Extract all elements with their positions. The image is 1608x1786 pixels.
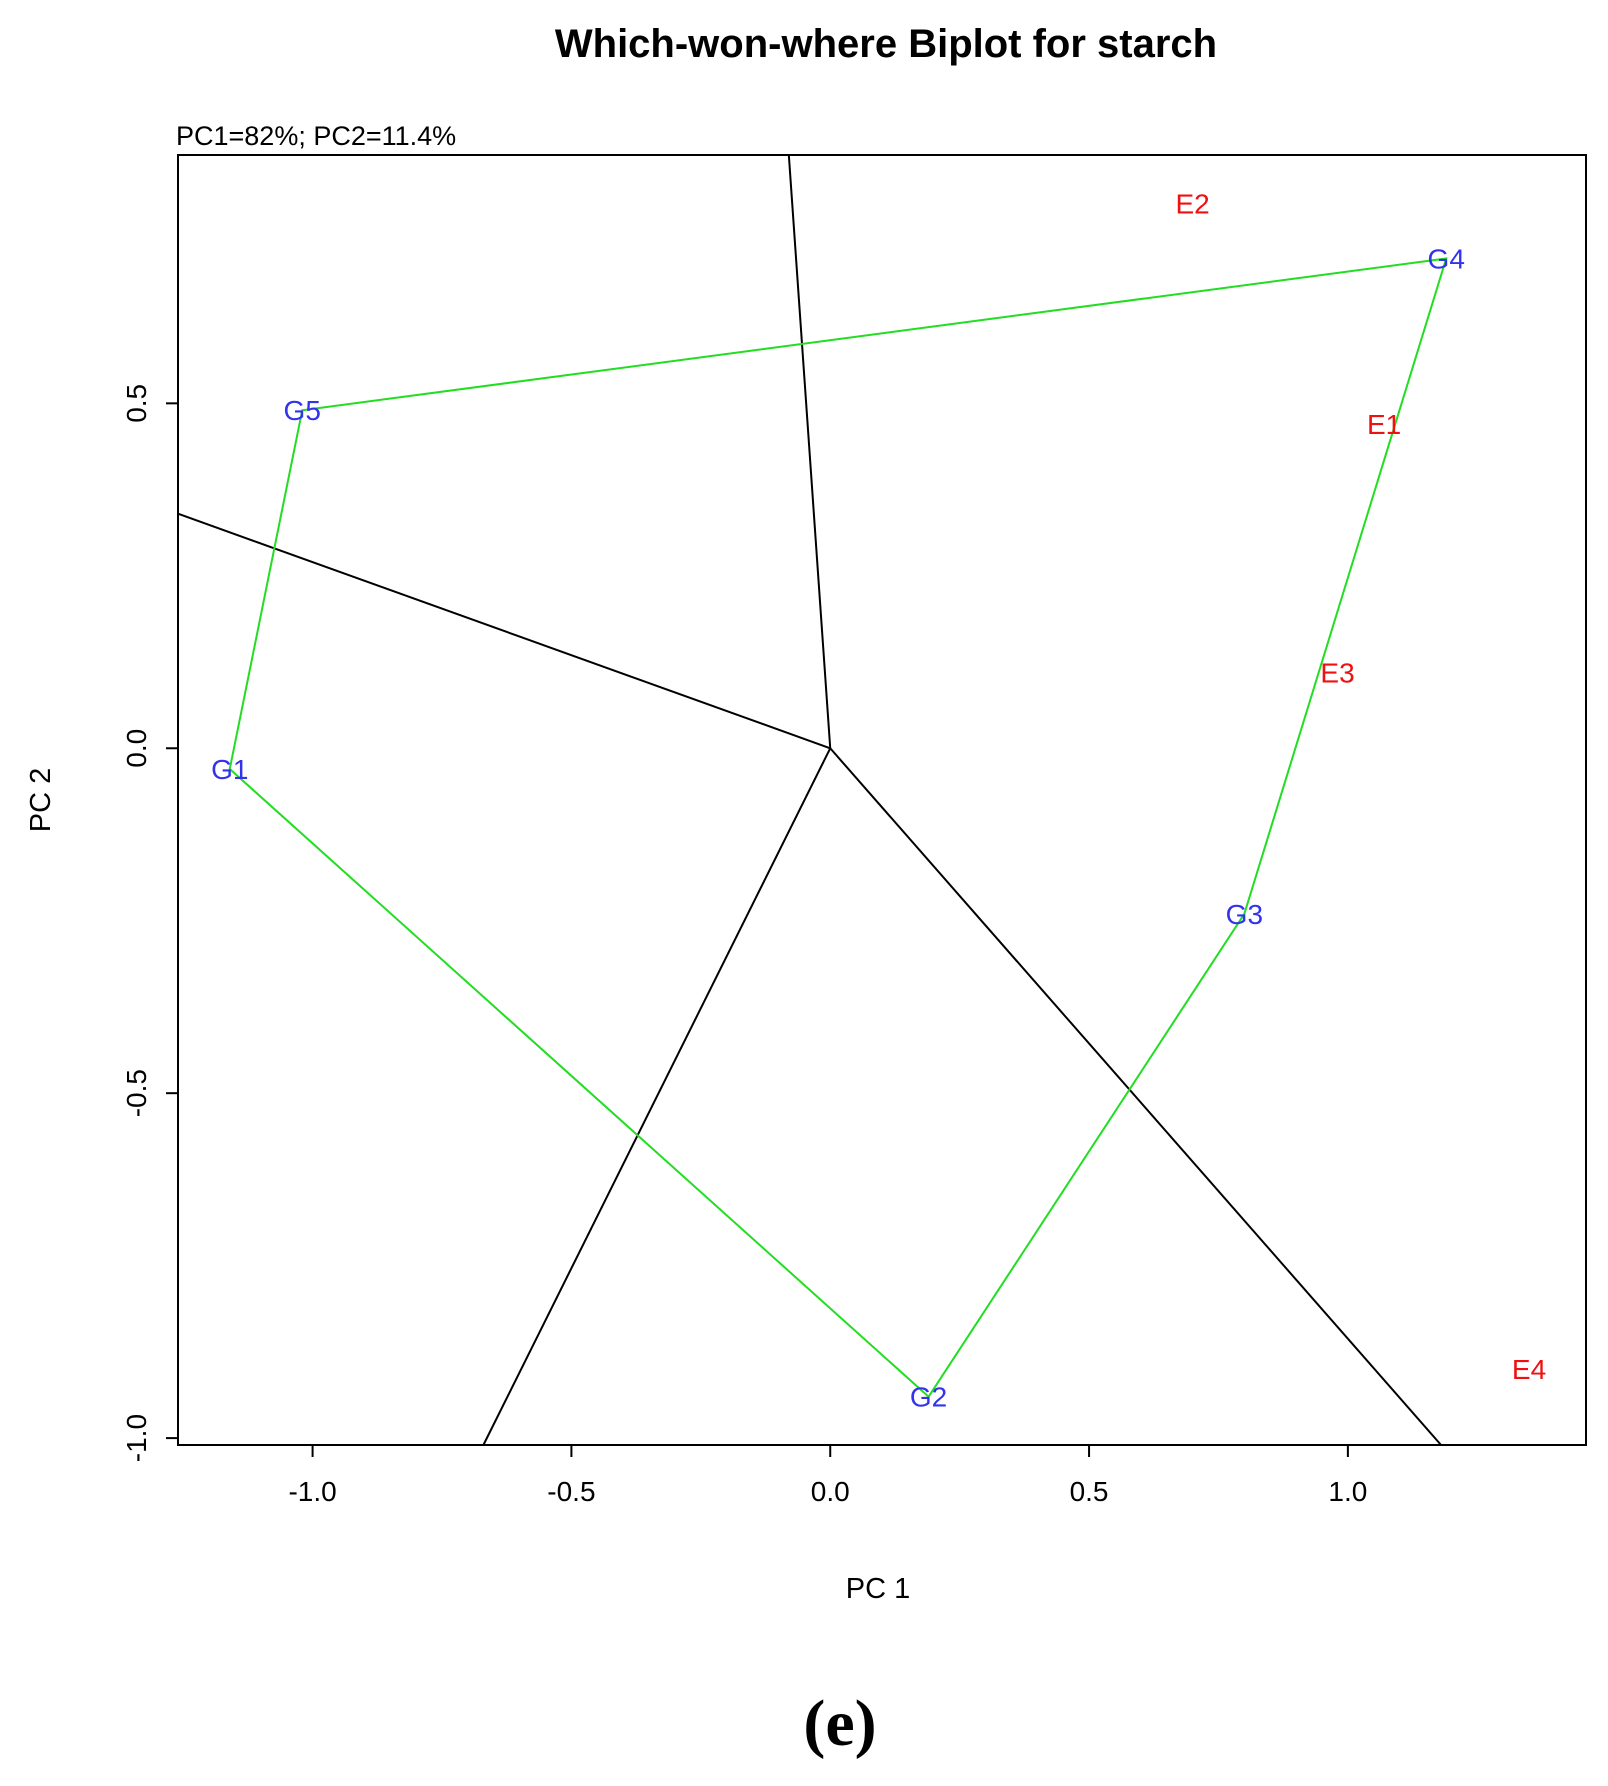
environment-label-e3: E3 <box>1320 657 1354 688</box>
x-tick-label: -0.5 <box>547 1476 595 1507</box>
x-axis-label: PC 1 <box>846 1573 910 1605</box>
genotype-label-g4: G4 <box>1428 243 1465 274</box>
polygon-hull <box>228 257 1448 1399</box>
environment-label-e4: E4 <box>1512 1354 1546 1385</box>
x-axis: -1.0 -0.5 0.0 0.5 1.0 <box>288 1445 1367 1507</box>
environment-label-e2: E2 <box>1175 188 1209 219</box>
sector-ray-3 <box>482 747 832 1446</box>
chart-title: Which-won-where Biplot for starch <box>555 22 1217 66</box>
y-tick-label: -0.5 <box>121 1069 152 1117</box>
x-tick-label: -1.0 <box>288 1476 336 1507</box>
panel-label: (e) <box>803 1687 876 1760</box>
plot-frame <box>177 154 1587 1446</box>
sector-ray-4 <box>829 747 1442 1446</box>
genotype-label-g5: G5 <box>284 395 321 426</box>
y-tick-label: -1.0 <box>121 1414 152 1462</box>
sector-ray-1 <box>787 154 832 749</box>
genotype-label-g2: G2 <box>910 1382 947 1413</box>
x-tick-label: 0.0 <box>811 1476 850 1507</box>
y-axis-label: PC 2 <box>25 768 57 832</box>
plot-area: G1 G2 G3 G4 G5 E1 E2 E3 E4 <box>177 154 1546 1446</box>
y-tick-label: 0.5 <box>121 384 152 423</box>
sector-ray-2 <box>177 512 831 750</box>
genotype-label-g1: G1 <box>211 754 248 785</box>
x-tick-label: 0.5 <box>1070 1476 1109 1507</box>
environment-label-e1: E1 <box>1367 409 1401 440</box>
genotype-label-g3: G3 <box>1226 899 1263 930</box>
y-tick-label: 0.0 <box>121 729 152 768</box>
y-axis: -1.0 -0.5 0.0 0.5 <box>121 384 178 1462</box>
x-tick-label: 1.0 <box>1328 1476 1367 1507</box>
chart-subtitle: PC1=82%; PC2=11.4% <box>176 121 456 151</box>
